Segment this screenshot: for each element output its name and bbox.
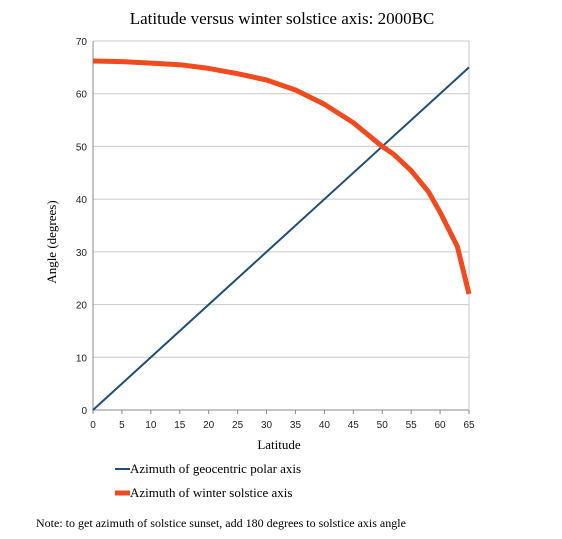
y-tick-label: 10 — [76, 353, 88, 364]
x-tick-label: 40 — [319, 420, 331, 431]
x-tick-labels: 0 5 10 15 20 25 30 35 40 45 50 55 60 65 — [90, 420, 475, 431]
series-line-solstice-axis — [92, 58, 472, 295]
x-tick-label: 15 — [174, 420, 186, 431]
x-tick-label: 65 — [463, 420, 475, 431]
x-tick-label: 35 — [290, 420, 302, 431]
x-axis-title: Latitude — [257, 437, 301, 452]
chart-title: Latitude versus winter solstice axis: 20… — [130, 9, 435, 28]
y-tick-label: 60 — [76, 90, 88, 101]
x-tick-label: 45 — [348, 420, 360, 431]
y-tick-label: 0 — [81, 406, 87, 417]
x-tick-label: 0 — [90, 420, 96, 431]
plot-area — [93, 41, 469, 410]
x-tick-label: 10 — [145, 420, 157, 431]
note-text: Note: to get azimuth of solstice sunset,… — [36, 516, 406, 530]
y-tick-labels: 0 10 20 30 40 50 60 70 — [76, 37, 88, 417]
x-tick-label: 50 — [377, 420, 389, 431]
y-tick-label: 70 — [76, 37, 88, 48]
grid-lines — [92, 40, 470, 414]
x-tick-label: 25 — [232, 420, 244, 431]
series-lines — [92, 58, 472, 411]
x-tick-label: 30 — [261, 420, 273, 431]
plot-background — [93, 41, 469, 410]
y-axis-title: Angle (degrees) — [44, 200, 59, 283]
x-tick-label: 60 — [435, 420, 447, 431]
legend-label-solstice-axis: Azimuth of winter solstice axis — [130, 485, 292, 500]
x-tick-label: 55 — [406, 420, 418, 431]
y-tick-label: 20 — [76, 301, 88, 312]
legend-label-polar-axis: Azimuth of geocentric polar axis — [130, 461, 301, 476]
y-tick-label: 50 — [76, 142, 88, 153]
x-tick-label: 20 — [203, 420, 215, 431]
y-tick-label: 40 — [76, 195, 88, 206]
x-tick-label: 5 — [119, 420, 125, 431]
legend: Azimuth of geocentric polar axis Azimuth… — [115, 461, 301, 500]
y-tick-label: 30 — [76, 248, 88, 259]
series-line-polar-axis — [92, 66, 470, 411]
